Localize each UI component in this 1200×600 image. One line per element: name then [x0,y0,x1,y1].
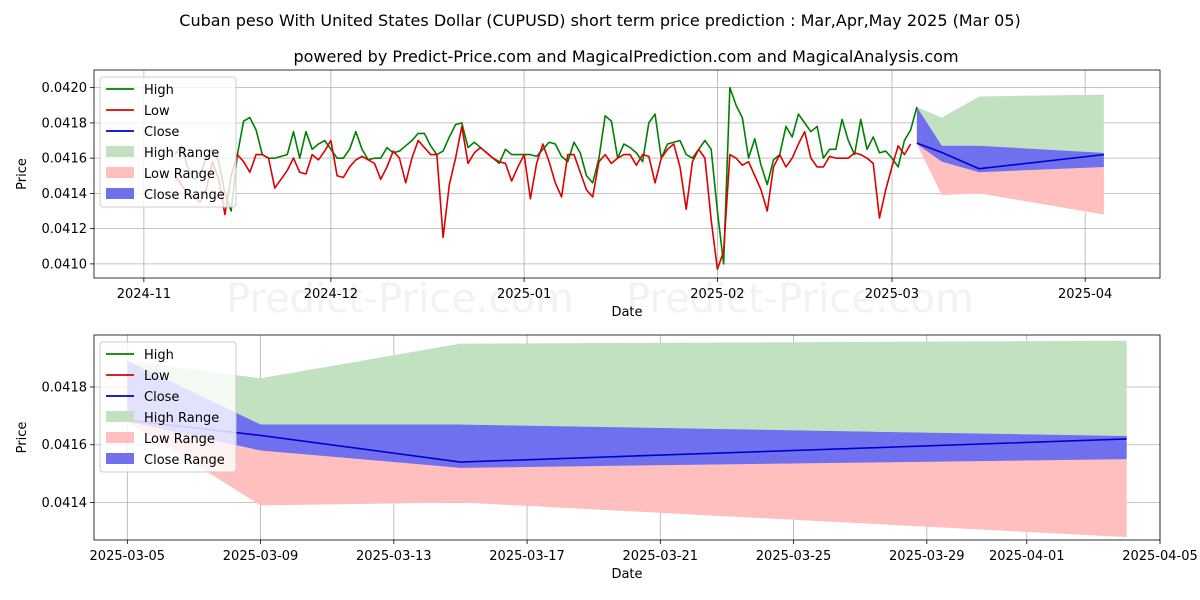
chart-panel-1: Predict-Price.com Predict-Price.com 0.0410… [15,69,1161,322]
legend-label: Close [144,390,179,405]
legend-label: High Range [144,411,219,426]
legend-label: Low [144,104,170,119]
x-tick-label: 2024-11 [117,287,171,302]
legend-label: High [144,83,174,98]
axes-frame [93,334,1161,541]
axes-frame [93,69,1161,279]
close-range-band [127,360,1127,468]
x-tick-label: 2025-03-29 [889,549,965,564]
legend-label: Low [144,369,170,384]
x-axis-label: Date [611,567,642,582]
x-tick-label: 2025-03-09 [223,549,299,564]
x-axis-label: Date [611,305,642,320]
watermark-text: Predict-Price.com [626,276,974,322]
y-tick-label: 0.0412 [42,222,88,237]
legend-swatch-patch [106,188,134,199]
chart-panel-2: Predict-Price.comPredict-Price.com0.0414… [15,334,1198,582]
x-tick-label: 2025-04-05 [1122,549,1198,564]
legend-label: Close [144,125,179,140]
y-tick-label: 0.0418 [42,116,88,131]
y-axis-label: Price [15,422,30,454]
high-range-band [127,340,1127,437]
legend-swatch-patch [106,411,134,422]
x-tick-label: 2025-02 [690,287,744,302]
x-tick-label: 2024-12 [304,287,358,302]
legend-label: Close Range [144,453,225,468]
legend: High Low Close High Range Low Range Close Ran… [99,341,237,473]
plot-area [127,340,1127,538]
chart-title: Cuban peso With United States Dollar (CU… [179,11,1020,30]
legend-swatch-patch [106,146,134,157]
y-axis-label: Price [15,158,30,190]
x-tick-label: 2025-01 [497,287,551,302]
legend-label: High Range [144,146,219,161]
x-tick-label: 2025-04 [1058,287,1112,302]
x-tick-label: 2025-03 [865,287,919,302]
legend: High Low Close High Range Low Range Close Ran… [99,76,237,208]
y-tick-label: 0.0418 [42,380,88,395]
chart-subtitle: powered by Predict-Price.com and Magical… [293,47,958,66]
legend-label: Low Range [144,432,215,447]
high-series-line [174,86,918,265]
high-range-band [916,94,1104,153]
legend-label: Low Range [144,167,215,182]
x-tick-label: 2025-03-17 [489,549,565,564]
x-tick-label: 2025-03-13 [356,549,432,564]
y-tick-label: 0.0414 [42,496,88,511]
y-tick-label: 0.0416 [42,438,88,453]
legend-label: Close Range [144,188,225,203]
plot-area [174,86,1104,270]
y-tick-label: 0.0416 [42,152,88,167]
close-range-band [916,107,1104,173]
y-tick-label: 0.0410 [42,257,88,272]
x-tick-label: 2025-04-01 [989,549,1065,564]
x-tick-label: 2025-03-25 [756,549,832,564]
low-series-line [174,125,912,270]
legend-swatch-patch [106,167,134,178]
legend-swatch-patch [106,432,134,443]
close-series-line [916,142,1104,170]
x-tick-label: 2025-03-05 [90,549,166,564]
legend-swatch-patch [106,453,134,464]
watermark-text: Predict-Price.com [226,276,574,322]
legend-label: High [144,348,174,363]
y-tick-label: 0.0420 [42,81,88,96]
x-tick-label: 2025-03-21 [623,549,699,564]
y-tick-label: 0.0414 [42,187,88,202]
